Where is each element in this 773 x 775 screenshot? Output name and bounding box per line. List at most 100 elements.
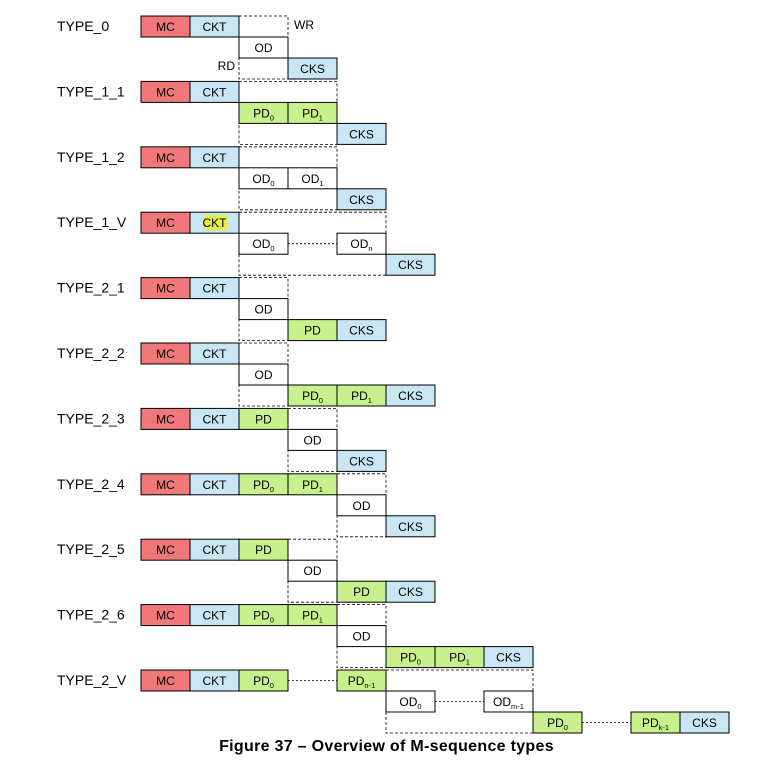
- od-label: OD1: [301, 172, 323, 188]
- cks-label: CKS: [398, 520, 423, 534]
- ckt-label: CKT: [203, 282, 228, 296]
- sequence-row-type-2-6: TYPE_2_6 MC CKT PD0 PD1 OD PD0 PD1 CKS: [57, 604, 534, 669]
- sequence-row-type-2-3: TYPE_2_3 MC CKT PD OD CKS: [57, 407, 387, 472]
- od-cell: [238, 363, 289, 386]
- mc-label: MC: [156, 282, 175, 296]
- od-cell: [238, 36, 289, 59]
- pd-label: PD0: [253, 478, 274, 494]
- cks-label: CKS: [496, 651, 521, 665]
- od-label: OD: [255, 368, 273, 382]
- row-type-label: TYPE_2_3: [57, 410, 125, 426]
- sequence-row-type-1-v: TYPE_1_V MC CKT OD0 ODn CKS: [57, 211, 436, 276]
- sequence-row-type-2-5: TYPE_2_5 MC CKT PD OD PD CKS: [57, 538, 436, 603]
- cks-label: CKS: [349, 454, 374, 468]
- ckt-label: CKT: [203, 216, 228, 230]
- row-type-label: TYPE_2_V: [57, 672, 127, 688]
- od-label: OD: [304, 564, 322, 578]
- sequence-row-type-1-1: TYPE_1_1 MC CKT PD0 PD1 CKS: [57, 80, 387, 145]
- cks-label: CKS: [300, 62, 325, 76]
- od-label: ODn: [350, 237, 372, 253]
- cks-cell: [483, 646, 534, 669]
- pd-label: PD1: [302, 478, 323, 494]
- mc-label: MC: [156, 543, 175, 557]
- figure-caption: Figure 37 – Overview of M-sequence types: [219, 738, 554, 755]
- cks-cell: [385, 253, 436, 276]
- cks-label: CKS: [692, 716, 717, 730]
- mc-label: MC: [156, 674, 175, 688]
- ckt-label: CKT: [203, 412, 228, 426]
- cks-cell: [336, 122, 387, 145]
- mc-label: MC: [156, 216, 175, 230]
- od-cell: [238, 298, 289, 321]
- row-type-label: TYPE_2_1: [57, 280, 125, 296]
- pd-label: PD0: [547, 716, 568, 732]
- od-label: OD: [304, 433, 322, 447]
- ckt-label: CKT: [203, 609, 228, 623]
- mc-label: MC: [156, 412, 175, 426]
- mc-label: MC: [156, 609, 175, 623]
- ckt-label: CKT: [203, 85, 228, 99]
- row-type-label: TYPE_2_2: [57, 345, 125, 361]
- row-type-label: TYPE_2_4: [57, 476, 125, 492]
- cks-label: CKS: [349, 324, 374, 338]
- od-cell: [336, 625, 387, 648]
- ckt-cell: [189, 146, 240, 169]
- od-label: OD: [353, 630, 371, 644]
- row-type-label: TYPE_1_V: [57, 214, 127, 230]
- od-label: OD0: [252, 237, 274, 253]
- row-type-label: TYPE_1_2: [57, 149, 125, 165]
- ckt-cell: [189, 277, 240, 300]
- pd-cell: [287, 101, 338, 124]
- row-type-label: TYPE_1_1: [57, 83, 125, 99]
- od-label: OD: [353, 499, 371, 513]
- od-cell: [287, 428, 338, 451]
- mc-label: MC: [156, 85, 175, 99]
- od-cell: [287, 559, 338, 582]
- ckt-label: CKT: [203, 478, 228, 492]
- cks-label: CKS: [398, 389, 423, 403]
- pd-cell: [287, 473, 338, 496]
- pd-label: PD1: [449, 651, 470, 667]
- cks-cell: [385, 384, 436, 407]
- mc-label: MC: [156, 478, 175, 492]
- od-label: OD0: [399, 695, 421, 711]
- pd-label: PD0: [253, 674, 274, 690]
- pd-cell: [287, 604, 338, 627]
- pd-label: PD0: [253, 609, 274, 625]
- od-label: OD: [255, 303, 273, 317]
- cks-cell: [336, 188, 387, 211]
- cks-cell: [679, 711, 730, 734]
- pd-label: PD1: [302, 106, 323, 122]
- pd-cell: [336, 669, 387, 692]
- row-type-label: TYPE_2_6: [57, 607, 125, 623]
- pd-label: PD0: [302, 389, 323, 405]
- cks-cell: [336, 319, 387, 342]
- ckt-cell: [189, 80, 240, 103]
- pd-label: PD1: [302, 609, 323, 625]
- sequence-row-type-2-4: TYPE_2_4 MC CKT PD0 PD1 OD CKS: [57, 473, 436, 538]
- od-cell: [336, 494, 387, 517]
- cks-label: CKS: [398, 585, 423, 599]
- cks-label: CKS: [349, 127, 374, 141]
- sequence-row-type-2-v: TYPE_2_V MC CKT PD0 PDn-1 OD0 ODm-1 PD0 PDk-1 CKS: [57, 669, 730, 734]
- cks-cell: [336, 449, 387, 472]
- mc-label: MC: [156, 151, 175, 165]
- rd-label: RD: [218, 59, 236, 73]
- od-label: OD0: [252, 172, 274, 188]
- mc-label: MC: [156, 347, 175, 361]
- cks-label: CKS: [398, 258, 423, 272]
- ckt-cell: [189, 342, 240, 365]
- pd-cell: [238, 538, 289, 561]
- pd-label: PD1: [351, 389, 372, 405]
- ckt-label: CKT: [203, 347, 228, 361]
- pd-label: PD0: [400, 651, 421, 667]
- od-label: OD: [255, 41, 273, 55]
- ckt-label: CKT: [203, 674, 228, 688]
- wr-label: WR: [294, 18, 314, 32]
- cks-label: CKS: [349, 193, 374, 207]
- ckt-cell: [189, 15, 240, 38]
- pd-label: PDk-1: [642, 716, 669, 732]
- od-label: ODm-1: [493, 695, 524, 711]
- sequence-row-type-2-1: TYPE_2_1 MC CKT OD PD CKS: [57, 277, 387, 342]
- cks-cell: [385, 515, 436, 538]
